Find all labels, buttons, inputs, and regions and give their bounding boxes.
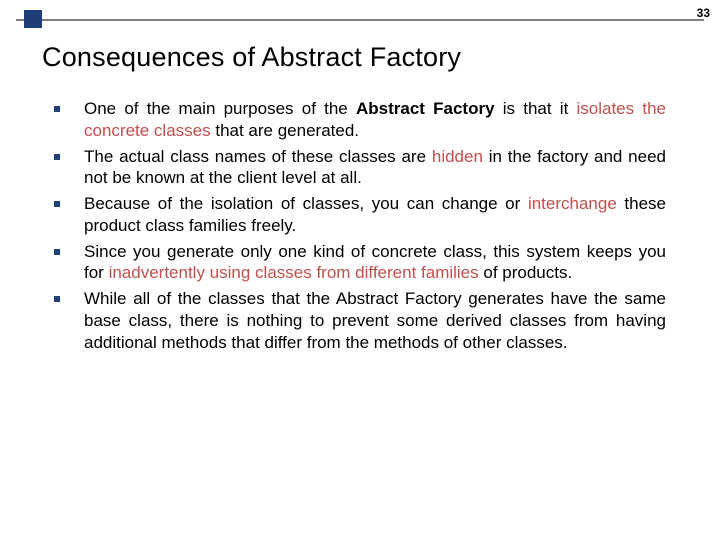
text-run: is that it (495, 99, 577, 118)
bullet-icon (54, 154, 60, 160)
slide-title: Consequences of Abstract Factory (42, 42, 680, 73)
text-run: The actual class names of these classes … (84, 147, 432, 166)
text-emphasis: hidden (432, 147, 483, 166)
bullet-icon (54, 296, 60, 302)
slide: 33 Consequences of Abstract Factory One … (0, 0, 720, 540)
text-run: One of the main purposes of the (84, 99, 356, 118)
bullet-icon (54, 249, 60, 255)
bullet-text: The actual class names of these classes … (84, 146, 666, 190)
bullet-text: While all of the classes that the Abstra… (84, 288, 666, 353)
accent-square-icon (24, 10, 42, 28)
bullet-icon (54, 201, 60, 207)
text-run: that are generated. (211, 121, 359, 140)
text-run: While all of the classes that the Abstra… (84, 289, 666, 352)
text-run: Because of the isolation of classes, you… (84, 194, 528, 213)
list-item: The actual class names of these classes … (54, 146, 666, 190)
text-bold: Abstract Factory (356, 99, 495, 118)
text-emphasis: inadvertently using classes from differe… (109, 263, 479, 282)
text-emphasis: interchange (528, 194, 617, 213)
text-run: of products. (479, 263, 573, 282)
top-divider (16, 19, 704, 21)
bullet-text: Since you generate only one kind of conc… (84, 241, 666, 285)
list-item: While all of the classes that the Abstra… (54, 288, 666, 353)
bullet-icon (54, 106, 60, 112)
list-item: Because of the isolation of classes, you… (54, 193, 666, 237)
slide-body: One of the main purposes of the Abstract… (54, 98, 666, 357)
page-number: 33 (697, 6, 710, 20)
bullet-text: One of the main purposes of the Abstract… (84, 98, 666, 142)
list-item: Since you generate only one kind of conc… (54, 241, 666, 285)
bullet-text: Because of the isolation of classes, you… (84, 193, 666, 237)
list-item: One of the main purposes of the Abstract… (54, 98, 666, 142)
